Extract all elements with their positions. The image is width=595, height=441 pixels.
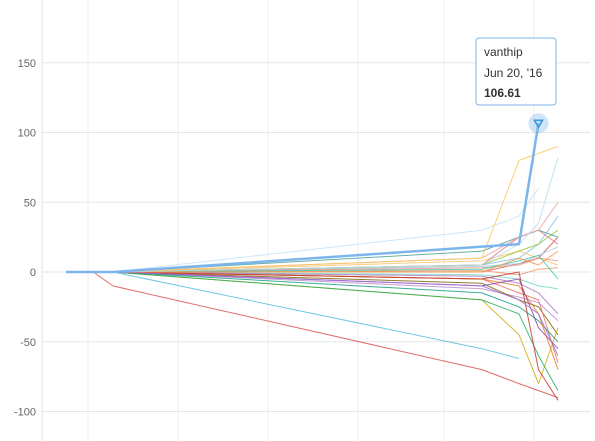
- tooltip-date: Jun 20, '16: [484, 66, 543, 80]
- tooltip: vanthip Jun 20, '16 106.61: [475, 37, 557, 134]
- series-line[interactable]: [66, 271, 559, 401]
- y-tick-label: -50: [20, 337, 36, 349]
- y-tick-label: 100: [18, 128, 36, 140]
- hover-halo: [528, 113, 549, 134]
- y-tick-label: 150: [18, 58, 36, 70]
- y-tick-label: 0: [30, 267, 36, 279]
- y-tick-label: -100: [14, 407, 36, 419]
- series-line[interactable]: [66, 202, 559, 273]
- series-line[interactable]: [66, 271, 559, 399]
- y-tick-label: 50: [24, 197, 36, 209]
- series-line[interactable]: [66, 157, 559, 273]
- y-axis: 150 100 50 0 -50 -100: [14, 58, 36, 419]
- series-line[interactable]: [66, 236, 559, 273]
- series-line[interactable]: [66, 145, 559, 273]
- tooltip-box: [475, 37, 557, 106]
- hover-marker-icon[interactable]: [533, 119, 544, 129]
- tooltip-value: 106.61: [484, 86, 521, 100]
- series-line[interactable]: [66, 123, 540, 274]
- tooltip-series-name: vanthip: [484, 45, 523, 59]
- series-lines: [66, 123, 559, 401]
